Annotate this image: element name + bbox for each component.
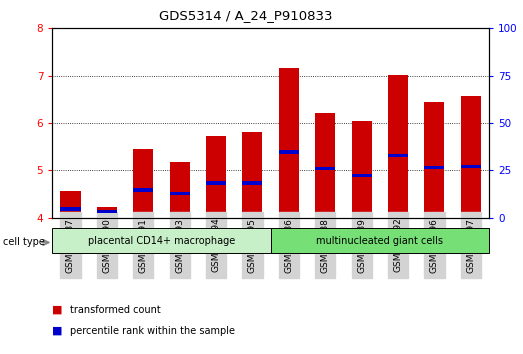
Bar <box>461 165 481 168</box>
Bar <box>279 150 299 154</box>
Bar <box>315 113 335 218</box>
Bar <box>388 154 408 157</box>
Bar <box>169 192 190 195</box>
Bar <box>424 166 445 170</box>
Bar <box>243 181 263 184</box>
Bar <box>461 96 481 218</box>
Bar <box>206 136 226 218</box>
Bar <box>271 228 489 253</box>
Bar <box>351 174 372 177</box>
Bar <box>315 167 335 170</box>
Bar <box>133 188 153 192</box>
Bar <box>243 132 263 218</box>
Text: placental CD14+ macrophage: placental CD14+ macrophage <box>88 236 235 246</box>
Bar <box>61 191 81 218</box>
Text: ■: ■ <box>52 305 63 315</box>
Bar <box>169 162 190 218</box>
Bar <box>133 149 153 218</box>
Bar <box>424 102 445 218</box>
Text: ■: ■ <box>52 326 63 336</box>
Bar <box>61 207 81 211</box>
Bar <box>388 75 408 218</box>
Bar <box>97 207 117 218</box>
Bar <box>206 181 226 184</box>
Text: cell type: cell type <box>3 238 44 247</box>
Text: transformed count: transformed count <box>70 305 161 315</box>
Text: percentile rank within the sample: percentile rank within the sample <box>70 326 234 336</box>
Bar <box>52 228 271 253</box>
Text: GDS5314 / A_24_P910833: GDS5314 / A_24_P910833 <box>159 9 333 22</box>
Text: multinucleated giant cells: multinucleated giant cells <box>316 236 444 246</box>
Bar <box>351 121 372 218</box>
Bar <box>97 210 117 213</box>
Bar <box>279 68 299 218</box>
